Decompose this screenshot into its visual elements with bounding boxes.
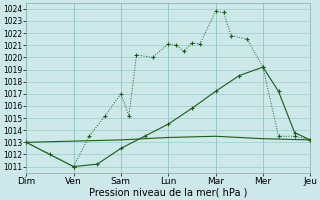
X-axis label: Pression niveau de la mer( hPa ): Pression niveau de la mer( hPa ) (89, 187, 247, 197)
